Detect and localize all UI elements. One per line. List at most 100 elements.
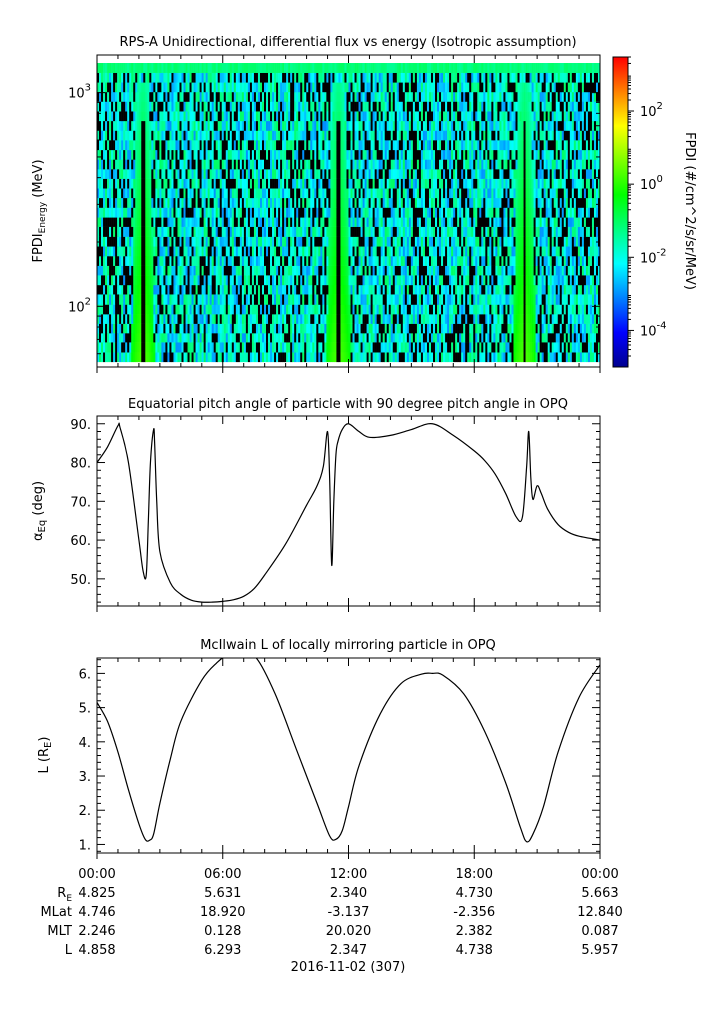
- heatmap-cell: [396, 342, 400, 353]
- heatmap-cell: [175, 304, 178, 315]
- heatmap-cell: [259, 265, 263, 276]
- heatmap-cell: [360, 304, 363, 315]
- heatmap-cell: [266, 188, 269, 199]
- heatmap-cell: [340, 207, 343, 218]
- heatmap-cell: [471, 197, 474, 208]
- heatmap-cell: [111, 294, 114, 305]
- heatmap-cell: [163, 207, 166, 218]
- heatmap-cell: [348, 342, 351, 353]
- heatmap-cell: [155, 284, 158, 295]
- heatmap-cell: [358, 284, 361, 295]
- heatmap-cell: [485, 304, 488, 315]
- heatmap-cell: [541, 275, 544, 286]
- heatmap-cell: [205, 178, 208, 189]
- heatmap-cell: [477, 255, 480, 266]
- heatmap-cell: [163, 236, 166, 247]
- heatmap-cell: [119, 197, 122, 208]
- heatmap-cell: [342, 333, 345, 343]
- heatmap-cell: [585, 265, 589, 276]
- heatmap-cell: [268, 188, 271, 199]
- heatmap-cell: [257, 275, 261, 286]
- heatmap-cell: [270, 352, 273, 363]
- heatmap-cell: [495, 169, 498, 179]
- heatmap-cell: [597, 265, 601, 276]
- heatmap-cell: [366, 352, 369, 363]
- heatmap-cell: [350, 352, 353, 363]
- heatmap-cell: [217, 236, 221, 247]
- heatmap-cell: [559, 207, 563, 218]
- heatmap-cell: [346, 323, 349, 334]
- heatmap-cell: [469, 246, 472, 257]
- heatmap-cell: [501, 207, 504, 218]
- heatmap-cell: [308, 255, 311, 266]
- heatmap-cell: [203, 265, 206, 276]
- heatmap-cell: [459, 246, 462, 257]
- heatmap-cell: [286, 294, 289, 305]
- heatmap-cell: [213, 275, 217, 286]
- heatmap-cell: [111, 217, 114, 227]
- heatmap-cell: [497, 197, 500, 208]
- heatmap-cell: [441, 169, 444, 179]
- heatmap-cell: [388, 188, 392, 199]
- heatmap-cell: [465, 217, 468, 227]
- heatmap-cell: [163, 246, 166, 257]
- heatmap-cell: [163, 294, 166, 305]
- heatmap-cell: [378, 217, 381, 227]
- heatmap-cell: [282, 188, 285, 199]
- heatmap-cell: [219, 255, 223, 266]
- heatmap-cell: [340, 169, 343, 179]
- heatmap-cell: [424, 342, 428, 353]
- heatmap-cell: [227, 197, 231, 208]
- heatmap-cell: [515, 314, 518, 324]
- heatmap-cell: [127, 284, 130, 295]
- heatmap-cell: [187, 314, 190, 324]
- heatmap-cell: [217, 217, 221, 227]
- heatmap-cell: [509, 352, 512, 363]
- heatmap-cell: [276, 255, 279, 266]
- heatmap-cell: [569, 352, 573, 363]
- heatmap-cell: [221, 275, 225, 286]
- heatmap-cell: [115, 188, 118, 199]
- heatmap-cell: [314, 294, 317, 305]
- heatmap-cell: [249, 255, 253, 266]
- heatmap-cell: [153, 188, 156, 199]
- heatmap-cell: [533, 275, 536, 286]
- heatmap-cell: [310, 246, 313, 257]
- heatmap-cell: [360, 255, 363, 266]
- heatmap-cell: [350, 314, 353, 324]
- heatmap-cell: [181, 236, 184, 247]
- heatmap-cell: [593, 352, 597, 363]
- heatmap-cell: [318, 314, 321, 324]
- heatmap-cell: [497, 246, 500, 257]
- heatmap-cell: [300, 236, 303, 247]
- heatmap-cell: [571, 314, 575, 324]
- heatmap-cell: [219, 169, 223, 179]
- heatmap-cell: [121, 342, 124, 353]
- heatmap-cell: [483, 188, 486, 199]
- heatmap-cell: [515, 188, 518, 199]
- heatmap-cell: [479, 284, 482, 295]
- heatmap-cell: [129, 246, 132, 257]
- heatmap-cell: [595, 207, 599, 218]
- heatmap-cell: [249, 169, 253, 179]
- heatmap-cell: [567, 178, 571, 189]
- heatmap-cell: [513, 304, 516, 315]
- heatmap-cell: [589, 188, 593, 199]
- heatmap-cell: [243, 197, 247, 208]
- heatmap-cell: [253, 217, 257, 227]
- heatmap-cell: [338, 217, 341, 227]
- heatmap-cell: [463, 197, 466, 208]
- heatmap-cell: [213, 255, 217, 266]
- heatmap-cell: [278, 178, 281, 189]
- heatmap-cell: [447, 197, 450, 208]
- heatmap-cell: [426, 304, 430, 315]
- heatmap-cell: [278, 352, 281, 363]
- heatmap-cell: [380, 265, 383, 276]
- heatmap-cell: [400, 178, 404, 189]
- heatmap-cell: [101, 352, 104, 363]
- heatmap-cell: [135, 284, 138, 295]
- heatmap-cell: [406, 342, 410, 353]
- heatmap-cell: [402, 333, 406, 343]
- heatmap-cell: [241, 207, 245, 218]
- heatmap-cell: [579, 294, 583, 305]
